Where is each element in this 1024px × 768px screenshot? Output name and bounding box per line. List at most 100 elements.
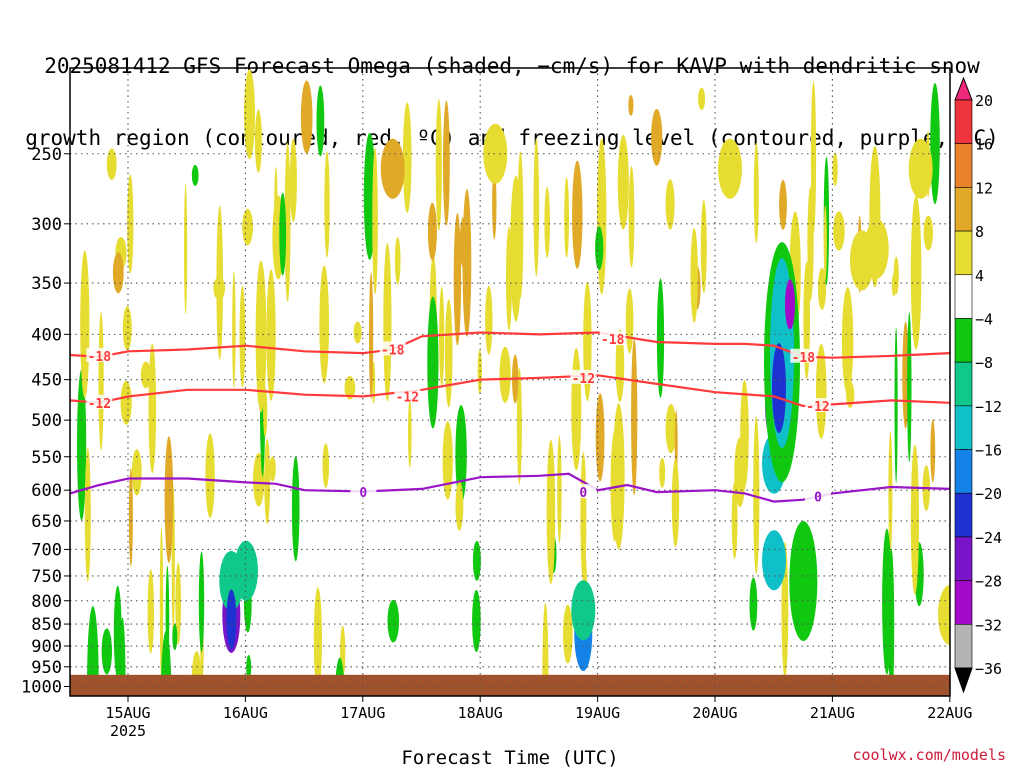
omega-streak [571, 348, 582, 471]
colorbar-label: 16 [975, 136, 993, 154]
omega-streak [269, 456, 276, 482]
contour-lines: -18 -18 -18 -18 -12 -12 -12 -12 0 0 0 [70, 331, 950, 506]
omega-streak [80, 250, 90, 399]
omega-streak [823, 205, 827, 281]
omega-streak [159, 527, 164, 680]
omega-streak [113, 585, 122, 679]
omega-cell [483, 123, 508, 184]
contour-label: -12 [396, 390, 419, 405]
omega-streak [930, 83, 940, 205]
omega-streak [597, 138, 607, 295]
y-tick-label: 450 [31, 371, 62, 391]
contour-label: 0 [814, 491, 822, 506]
colorbar-label: 12 [975, 179, 993, 197]
contour-label: -12 [88, 397, 111, 412]
omega-streak [172, 623, 178, 651]
chart-title: 2025081412 GFS Forecast Omega (shaded, −… [0, 6, 1024, 174]
x-axis-label: Forecast Time (UTC) [401, 747, 618, 768]
omega-streak [485, 285, 493, 355]
omega-cell [938, 584, 950, 645]
contour-line [70, 472, 950, 503]
omega-streak [651, 108, 663, 166]
omega-streak [595, 393, 605, 482]
omega-streak [266, 269, 276, 401]
omega-streak [205, 433, 215, 518]
omega-streak [353, 321, 362, 344]
omega-streak [131, 449, 142, 496]
omega-streak [472, 540, 481, 581]
contour-label: -12 [572, 372, 595, 387]
omega-streak [324, 151, 330, 258]
y-tick-label: 800 [31, 592, 62, 612]
omega-streak [184, 183, 188, 315]
y-tick-label: 250 [31, 145, 62, 165]
y-tick-label: 400 [31, 325, 62, 345]
omega-streak [891, 273, 897, 297]
omega-streak [595, 226, 604, 271]
omega-streak [98, 311, 104, 451]
omega-streak [455, 481, 464, 531]
colorbar-top-arrow [954, 76, 973, 101]
omega-streak [910, 195, 922, 350]
omega-streak [242, 208, 254, 246]
omega-streak [731, 481, 738, 559]
omega-streak [127, 174, 134, 274]
omega-cell [850, 230, 874, 291]
omega-streak [753, 416, 760, 575]
omega-cell [785, 279, 795, 330]
omega-streak [112, 252, 124, 294]
omega-streak [239, 285, 246, 388]
y-axis: 2503003504004505005506006507007508008509… [21, 145, 70, 698]
y-tick-label: 850 [31, 615, 62, 635]
omega-streak [472, 589, 481, 653]
colorbar-label: −24 [975, 529, 1002, 547]
y-tick-label: 750 [31, 567, 62, 587]
omega-streak [888, 548, 895, 696]
contour-label-bg [350, 484, 377, 499]
colorbar-swatch [954, 187, 973, 232]
omega-streak [671, 458, 680, 547]
x-tick-label: 19AUG [575, 704, 620, 722]
omega-streak [402, 102, 412, 213]
title-line-1: 2025081412 GFS Forecast Omega (shaded, −… [44, 54, 980, 78]
omega-streak [444, 299, 453, 408]
x-tick-label: 17AUG [340, 704, 385, 722]
omega-streak [628, 166, 635, 268]
omega-streak [779, 179, 787, 230]
colorbar-swatch [954, 536, 973, 581]
contour-label: 0 [579, 486, 587, 501]
omega-cell [762, 530, 786, 591]
omega-streak [817, 267, 827, 310]
colorbar-label: −4 [975, 310, 993, 328]
colorbar-label: −16 [975, 442, 1002, 460]
omega-streak [106, 148, 117, 180]
colorbar-swatch [954, 624, 973, 669]
omega-streak [394, 237, 401, 285]
colorbar-swatch [954, 580, 973, 625]
omega-streak [344, 376, 356, 400]
colorbar-swatch [954, 449, 973, 494]
x-tick-label: 20AUG [692, 704, 737, 722]
omega-cell [380, 138, 405, 199]
ground-surface [70, 674, 950, 696]
colorbar-label: −8 [975, 354, 993, 372]
colorbar-bottom-arrow [954, 667, 973, 694]
omega-streak [923, 215, 933, 251]
omega-streak [894, 327, 898, 484]
contour-label: -18 [601, 333, 625, 348]
omega-streak [175, 562, 181, 645]
omega-streak [453, 213, 462, 346]
omega-streak [147, 569, 154, 654]
contour-label-bg [790, 348, 817, 363]
omega-streak [319, 265, 330, 384]
colorbar-label: −28 [975, 573, 1002, 591]
omega-streak [322, 443, 330, 488]
omega-streak [77, 369, 87, 521]
omega-streak [291, 456, 300, 562]
contour-label-bg [86, 347, 113, 362]
omega-streak [557, 435, 562, 544]
y-tick-label: 650 [31, 512, 62, 532]
omega-streak [264, 438, 271, 525]
omega-cell [772, 343, 786, 434]
contour-label: -18 [381, 343, 405, 358]
